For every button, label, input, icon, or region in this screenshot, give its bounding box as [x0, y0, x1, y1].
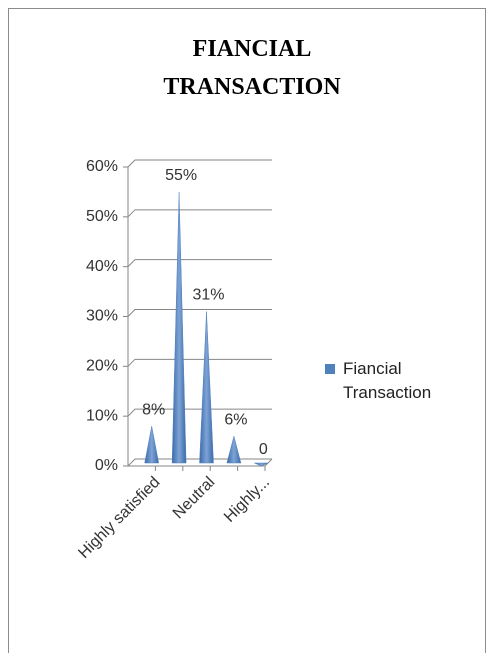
grid-line [127, 408, 272, 417]
grid-line [127, 159, 272, 168]
y-tick-label: 40% [86, 258, 118, 275]
data-label: 31% [192, 287, 224, 304]
grid-line [127, 458, 272, 467]
cone [171, 191, 187, 464]
y-tick-label: 0% [95, 457, 118, 474]
legend-label: Fiancial Transaction [343, 359, 432, 402]
y-tick-label: 60% [86, 158, 118, 175]
data-label: 55% [165, 167, 197, 184]
grid-line [127, 309, 272, 317]
data-label: 0 [259, 441, 268, 458]
chart-frame [8, 8, 486, 653]
x-tick-label: Neutral [170, 474, 219, 523]
x-tick-label: Highly... [221, 474, 273, 526]
data-label: 8% [142, 401, 165, 418]
legend-swatch [325, 364, 335, 374]
x-tick-label: Highly satisfied [75, 474, 163, 562]
cone [144, 426, 160, 464]
cone [199, 311, 214, 464]
y-tick-label: 50% [86, 208, 118, 225]
y-tick-label: 20% [86, 358, 118, 375]
y-tick-label: 10% [86, 407, 118, 424]
cone [254, 462, 269, 467]
chart-title: FIANCIAL TRANSACTION [163, 36, 341, 100]
grid-line [127, 358, 272, 367]
data-label: 6% [224, 411, 247, 428]
cone [226, 435, 242, 464]
grid-line [127, 209, 272, 218]
grid-line [127, 259, 272, 268]
y-tick-label: 30% [86, 308, 118, 325]
